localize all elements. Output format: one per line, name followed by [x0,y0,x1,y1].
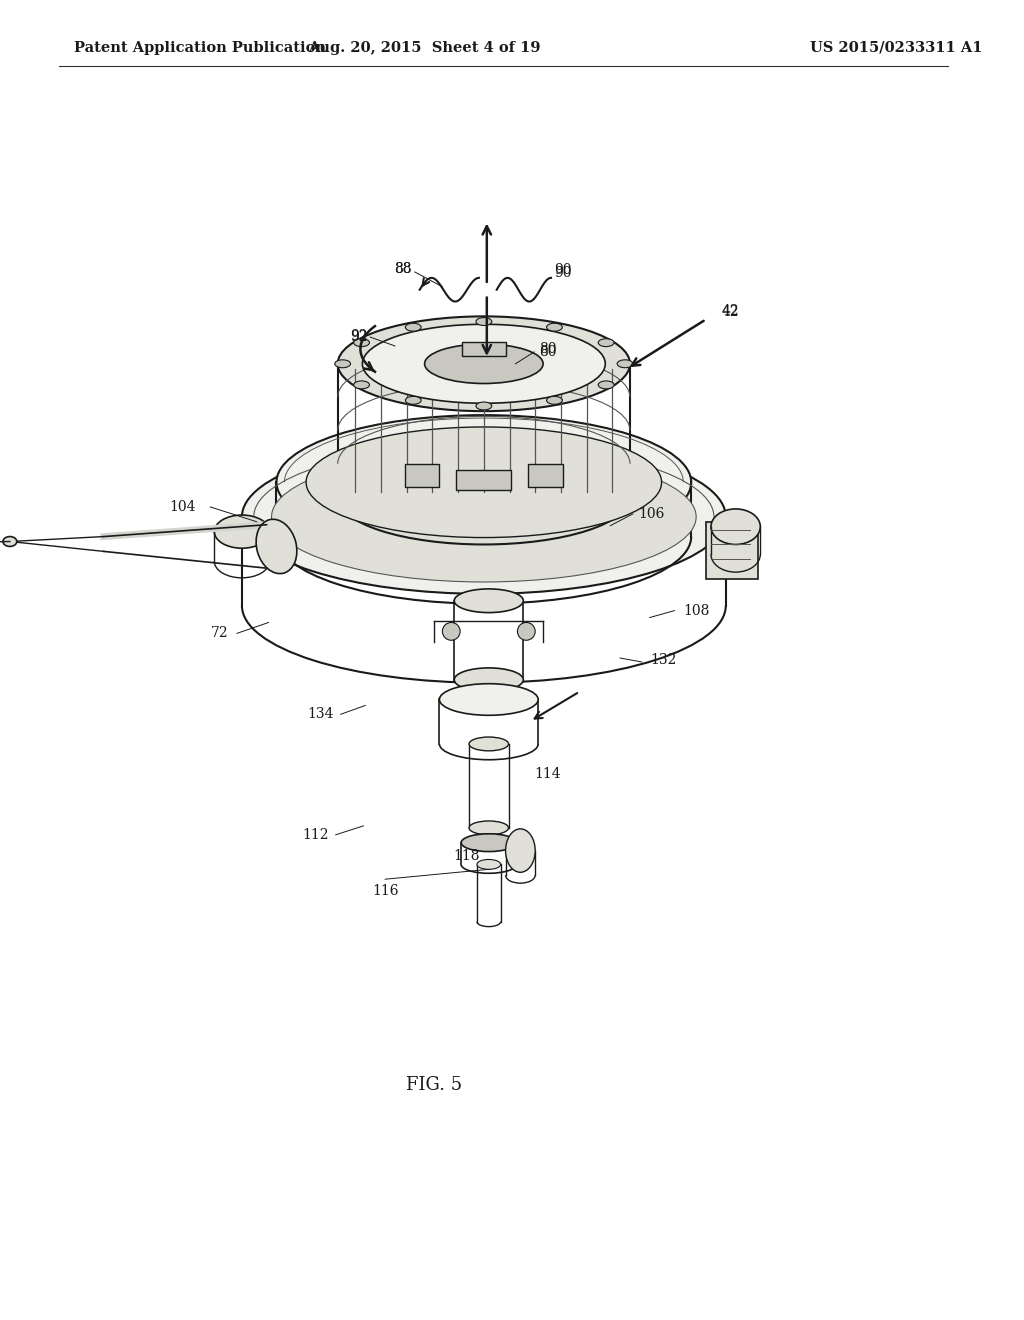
Ellipse shape [506,829,536,873]
Ellipse shape [455,589,523,612]
Text: 114: 114 [535,767,561,780]
Ellipse shape [425,345,543,384]
Ellipse shape [338,450,630,544]
Ellipse shape [442,623,460,640]
Ellipse shape [617,360,633,368]
Ellipse shape [335,360,350,368]
Ellipse shape [598,339,614,347]
Text: 42: 42 [722,305,739,319]
Ellipse shape [306,426,662,537]
Polygon shape [706,521,759,579]
Ellipse shape [406,396,421,404]
Ellipse shape [476,318,492,326]
Ellipse shape [439,684,539,715]
Ellipse shape [517,623,536,640]
Ellipse shape [242,440,726,594]
Ellipse shape [353,339,370,347]
Ellipse shape [469,821,509,834]
Polygon shape [528,465,563,487]
Text: 116: 116 [372,884,398,898]
Text: 92: 92 [349,329,368,343]
Polygon shape [457,470,512,490]
Text: 88: 88 [394,261,412,276]
Ellipse shape [353,381,370,389]
Text: 80: 80 [540,345,557,359]
Ellipse shape [256,519,297,574]
Text: Patent Application Publication: Patent Application Publication [74,41,326,55]
Polygon shape [462,342,506,356]
Ellipse shape [271,451,696,582]
Ellipse shape [362,325,605,404]
Ellipse shape [711,510,761,544]
Ellipse shape [3,536,16,546]
Ellipse shape [406,323,421,331]
Ellipse shape [477,859,501,870]
Text: 104: 104 [169,500,196,513]
Ellipse shape [547,323,562,331]
Text: Aug. 20, 2015  Sheet 4 of 19: Aug. 20, 2015 Sheet 4 of 19 [308,41,541,55]
Text: 118: 118 [454,849,480,862]
Ellipse shape [455,668,523,692]
Text: FIG. 5: FIG. 5 [407,1076,463,1093]
Ellipse shape [598,381,614,389]
Text: 88: 88 [394,261,412,276]
Text: 42: 42 [722,305,739,318]
Text: 92: 92 [349,330,368,345]
Ellipse shape [461,834,516,851]
Ellipse shape [338,317,630,411]
Ellipse shape [214,515,269,548]
Text: 90: 90 [554,263,571,277]
Ellipse shape [476,403,492,411]
Polygon shape [404,465,439,487]
Text: 72: 72 [210,626,228,640]
Text: 106: 106 [639,507,665,521]
Text: 132: 132 [650,653,677,667]
Text: 134: 134 [307,708,334,721]
Text: 108: 108 [683,603,710,618]
Ellipse shape [469,737,509,751]
Ellipse shape [547,396,562,404]
Text: 80: 80 [540,342,557,356]
Text: 112: 112 [303,828,330,842]
Ellipse shape [276,414,691,549]
Text: US 2015/0233311 A1: US 2015/0233311 A1 [810,41,982,55]
Text: 90: 90 [554,265,571,280]
